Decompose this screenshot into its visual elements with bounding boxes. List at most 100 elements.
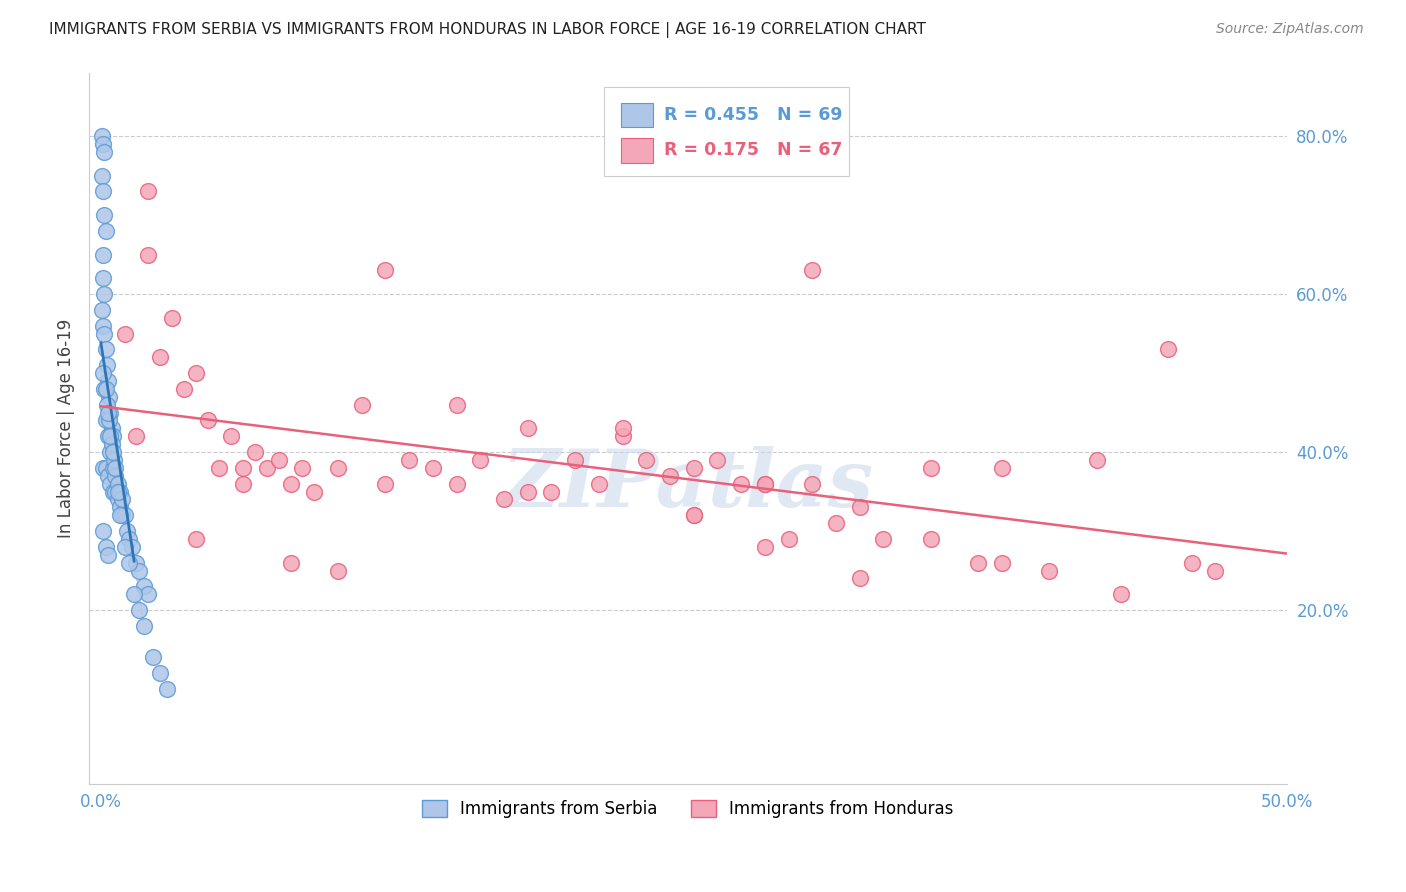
Point xyxy=(91,524,114,538)
Point xyxy=(100,437,122,451)
Point xyxy=(156,681,179,696)
Point xyxy=(138,587,160,601)
Point xyxy=(967,556,990,570)
Point xyxy=(98,413,121,427)
Point xyxy=(374,476,396,491)
Point xyxy=(516,421,538,435)
Point xyxy=(122,587,145,601)
Point xyxy=(825,516,848,530)
Point xyxy=(91,366,114,380)
Point xyxy=(160,310,183,325)
Point xyxy=(96,398,118,412)
Point xyxy=(101,460,124,475)
Y-axis label: In Labor Force | Age 16-19: In Labor Force | Age 16-19 xyxy=(58,318,75,538)
Point xyxy=(173,382,195,396)
Point xyxy=(326,564,349,578)
Point xyxy=(730,476,752,491)
Point xyxy=(991,460,1014,475)
Point xyxy=(104,484,127,499)
FancyBboxPatch shape xyxy=(621,103,654,127)
Point xyxy=(243,445,266,459)
Point xyxy=(118,556,141,570)
Point xyxy=(374,263,396,277)
Point xyxy=(107,476,129,491)
Point xyxy=(706,453,728,467)
Point xyxy=(304,484,326,499)
Point xyxy=(132,579,155,593)
FancyBboxPatch shape xyxy=(605,87,849,176)
Point xyxy=(98,390,121,404)
Point xyxy=(920,460,942,475)
Point xyxy=(100,429,122,443)
Point xyxy=(778,532,800,546)
Point xyxy=(682,460,704,475)
Point xyxy=(93,382,115,396)
Point xyxy=(848,500,870,515)
Point xyxy=(94,224,117,238)
Point xyxy=(111,508,134,523)
Point xyxy=(659,468,682,483)
Point xyxy=(91,460,114,475)
Point xyxy=(1204,564,1226,578)
Point xyxy=(97,429,120,443)
Point xyxy=(97,406,120,420)
Point xyxy=(1181,556,1204,570)
Point xyxy=(540,484,562,499)
Point xyxy=(280,476,302,491)
Point xyxy=(132,619,155,633)
Point xyxy=(470,453,492,467)
Point xyxy=(108,508,131,523)
Point xyxy=(114,540,136,554)
Legend: Immigrants from Serbia, Immigrants from Honduras: Immigrants from Serbia, Immigrants from … xyxy=(415,794,960,825)
Point xyxy=(920,532,942,546)
Point xyxy=(612,421,634,435)
Point xyxy=(422,460,444,475)
Point xyxy=(114,326,136,341)
Point xyxy=(138,247,160,261)
Point xyxy=(564,453,586,467)
Point xyxy=(1038,564,1060,578)
Point xyxy=(121,540,143,554)
Point xyxy=(104,460,127,475)
Text: IMMIGRANTS FROM SERBIA VS IMMIGRANTS FROM HONDURAS IN LABOR FORCE | AGE 16-19 CO: IMMIGRANTS FROM SERBIA VS IMMIGRANTS FRO… xyxy=(49,22,927,38)
Text: R = 0.455   N = 69: R = 0.455 N = 69 xyxy=(664,106,842,124)
Point xyxy=(1157,343,1180,357)
Point xyxy=(1085,453,1108,467)
Point xyxy=(142,650,165,665)
Point xyxy=(128,603,150,617)
Point xyxy=(97,548,120,562)
Point xyxy=(446,398,468,412)
Point xyxy=(108,500,131,515)
Point xyxy=(128,564,150,578)
Point xyxy=(91,169,114,183)
Point xyxy=(103,453,125,467)
Point xyxy=(872,532,894,546)
Point xyxy=(232,476,254,491)
Point xyxy=(91,318,114,333)
Point xyxy=(118,532,141,546)
Point xyxy=(516,484,538,499)
Point xyxy=(326,460,349,475)
Point xyxy=(101,429,124,443)
Point xyxy=(101,445,124,459)
Point xyxy=(94,413,117,427)
Point xyxy=(588,476,610,491)
Point xyxy=(125,556,148,570)
Point xyxy=(100,476,122,491)
Point xyxy=(446,476,468,491)
Point xyxy=(107,492,129,507)
Point xyxy=(208,460,231,475)
Point xyxy=(101,484,124,499)
FancyBboxPatch shape xyxy=(621,138,654,162)
Point xyxy=(94,382,117,396)
Point xyxy=(267,453,290,467)
Point xyxy=(801,476,824,491)
Point xyxy=(184,366,207,380)
Point xyxy=(93,208,115,222)
Point xyxy=(256,460,278,475)
Point xyxy=(149,666,172,681)
Point xyxy=(138,185,160,199)
Point xyxy=(94,460,117,475)
Point xyxy=(636,453,658,467)
Point xyxy=(100,406,122,420)
